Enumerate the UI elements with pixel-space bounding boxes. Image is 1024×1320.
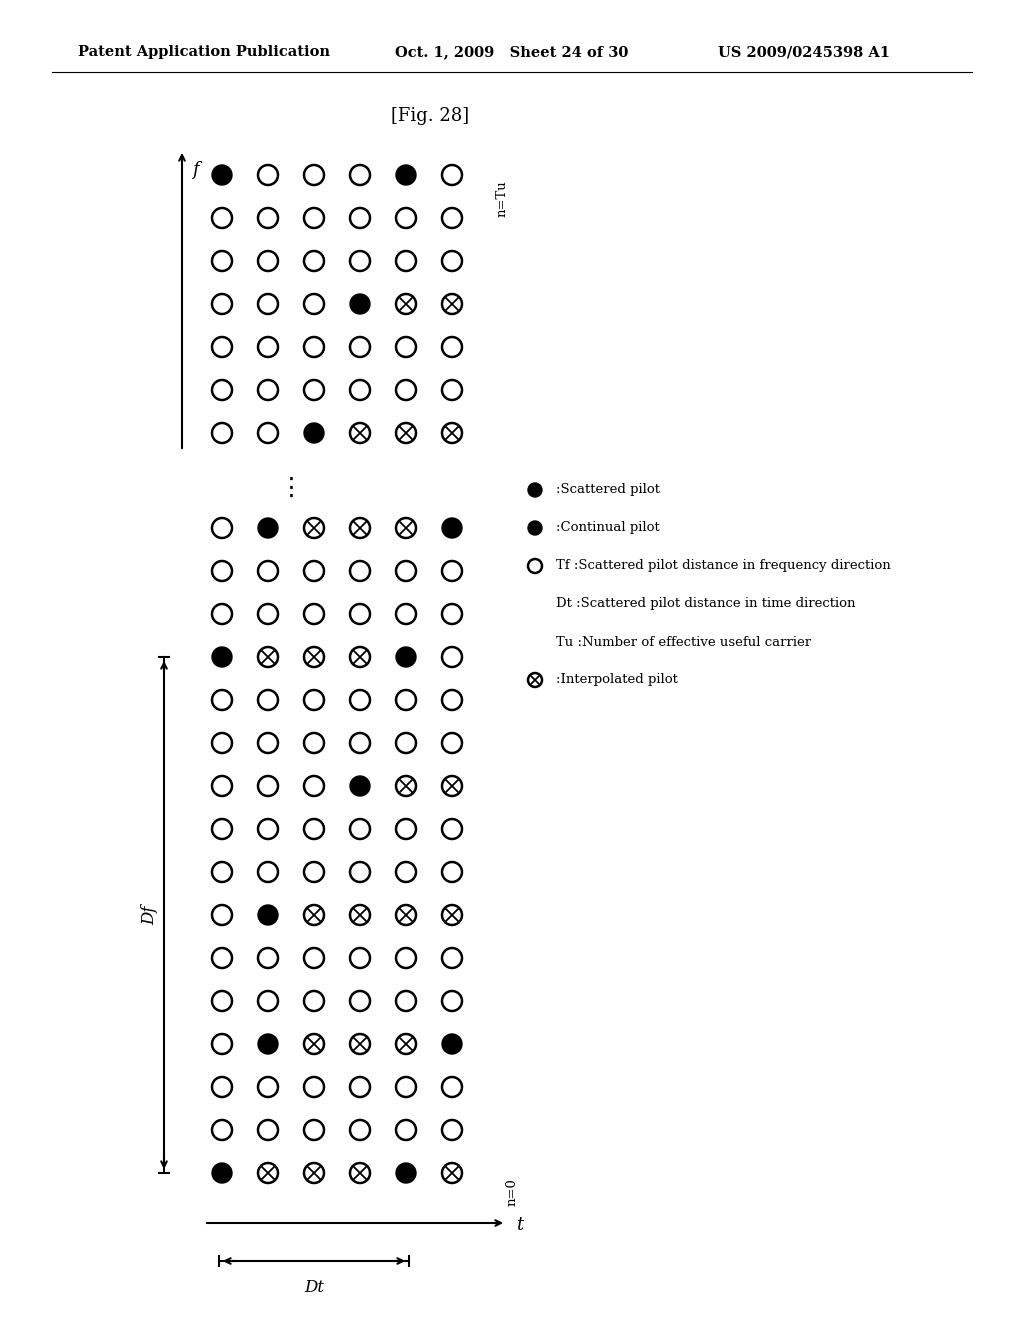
Circle shape: [528, 521, 542, 535]
Circle shape: [350, 294, 370, 314]
Circle shape: [212, 647, 232, 667]
Circle shape: [258, 1034, 278, 1053]
Text: f: f: [193, 161, 199, 180]
Circle shape: [396, 647, 416, 667]
Text: Tf :Scattered pilot distance in frequency direction: Tf :Scattered pilot distance in frequenc…: [556, 560, 891, 573]
Circle shape: [442, 517, 462, 539]
Text: US 2009/0245398 A1: US 2009/0245398 A1: [718, 45, 890, 59]
Circle shape: [396, 165, 416, 185]
Text: Tu :Number of effective useful carrier: Tu :Number of effective useful carrier: [556, 635, 811, 648]
Text: n=0: n=0: [506, 1177, 518, 1206]
Circle shape: [212, 1163, 232, 1183]
Text: Oct. 1, 2009   Sheet 24 of 30: Oct. 1, 2009 Sheet 24 of 30: [395, 45, 629, 59]
Text: :Continual pilot: :Continual pilot: [556, 521, 659, 535]
Circle shape: [350, 776, 370, 796]
Text: Df: Df: [141, 906, 159, 925]
Text: Dt :Scattered pilot distance in time direction: Dt :Scattered pilot distance in time dir…: [556, 598, 855, 610]
Circle shape: [396, 1163, 416, 1183]
Text: [Fig. 28]: [Fig. 28]: [391, 107, 469, 125]
Text: t: t: [516, 1216, 523, 1234]
Text: :Interpolated pilot: :Interpolated pilot: [556, 673, 678, 686]
Text: Dt: Dt: [304, 1279, 324, 1296]
Circle shape: [528, 483, 542, 498]
Text: n=Tu: n=Tu: [496, 180, 509, 216]
Text: Patent Application Publication: Patent Application Publication: [78, 45, 330, 59]
Circle shape: [258, 517, 278, 539]
Text: :Scattered pilot: :Scattered pilot: [556, 483, 660, 496]
Circle shape: [304, 422, 324, 444]
Circle shape: [442, 1034, 462, 1053]
Text: ⋮: ⋮: [279, 477, 303, 500]
Circle shape: [258, 906, 278, 925]
Circle shape: [212, 165, 232, 185]
